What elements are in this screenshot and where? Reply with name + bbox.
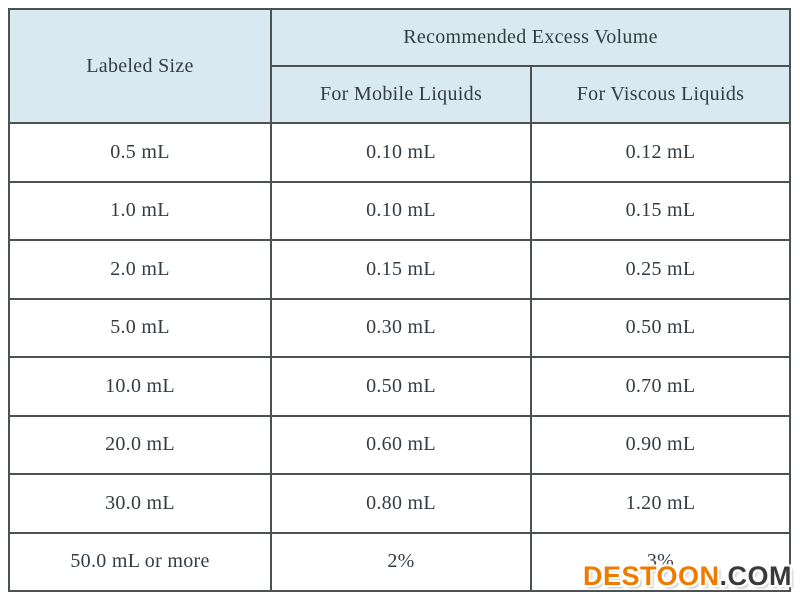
destoon-watermark: DESTOON.COM	[583, 563, 792, 590]
cell-size: 0.5 mL	[8, 122, 272, 183]
cell-viscous: 0.15 mL	[530, 180, 791, 241]
cell-viscous: 0.50 mL	[530, 297, 791, 358]
watermark-brand: DESTOON	[582, 561, 720, 591]
header-mobile-liquids: For Mobile Liquids	[270, 65, 532, 124]
cell-viscous: 0.12 mL	[530, 122, 791, 183]
cell-size: 20.0 mL	[8, 414, 272, 475]
cell-size: 30.0 mL	[8, 473, 272, 534]
cell-viscous: 0.90 mL	[530, 414, 791, 475]
header-row-sub: For Mobile Liquids For Viscous Liquids	[9, 65, 791, 124]
table-row: 10.0 mL 0.50 mL 0.70 mL	[8, 356, 791, 417]
table-row: 1.0 mL 0.10 mL 0.15 mL	[8, 180, 791, 241]
cell-mobile: 2%	[270, 531, 532, 592]
watermark-suffix: .COM	[719, 561, 792, 591]
cell-mobile: 0.15 mL	[270, 239, 532, 300]
cell-size: 2.0 mL	[8, 239, 272, 300]
cell-mobile: 0.10 mL	[270, 180, 532, 241]
cell-size: 1.0 mL	[8, 180, 272, 241]
cell-mobile: 0.50 mL	[270, 356, 532, 417]
cell-mobile: 0.80 mL	[270, 473, 532, 534]
table-row: 50.0 mL or more 2% 3%	[8, 531, 791, 592]
table-row: 0.5 mL 0.10 mL 0.12 mL	[8, 122, 791, 183]
header-viscous-liquids: For Viscous Liquids	[530, 65, 791, 124]
header-excess-volume: Recommended Excess Volume	[270, 8, 791, 67]
cell-mobile: 0.10 mL	[270, 122, 532, 183]
table-row: 2.0 mL 0.15 mL 0.25 mL	[8, 239, 791, 300]
cell-size: 50.0 mL or more	[8, 531, 272, 592]
table-row: 30.0 mL 0.80 mL 1.20 mL	[8, 473, 791, 534]
cell-size: 10.0 mL	[8, 356, 272, 417]
cell-viscous: 1.20 mL	[530, 473, 791, 534]
table-row: 20.0 mL 0.60 mL 0.90 mL	[8, 414, 791, 475]
cell-size: 5.0 mL	[8, 297, 272, 358]
cell-mobile: 0.60 mL	[270, 414, 532, 475]
header-labeled-size: Labeled Size	[8, 8, 272, 124]
table-row: 5.0 mL 0.30 mL 0.50 mL	[8, 297, 791, 358]
cell-viscous: 0.25 mL	[530, 239, 791, 300]
header-row-top: Labeled Size Recommended Excess Volume	[8, 8, 791, 124]
excess-volume-table: Labeled Size Recommended Excess Volume F…	[8, 8, 791, 592]
cell-viscous: 0.70 mL	[530, 356, 791, 417]
cell-mobile: 0.30 mL	[270, 297, 532, 358]
cell-viscous: 3%	[530, 531, 791, 592]
